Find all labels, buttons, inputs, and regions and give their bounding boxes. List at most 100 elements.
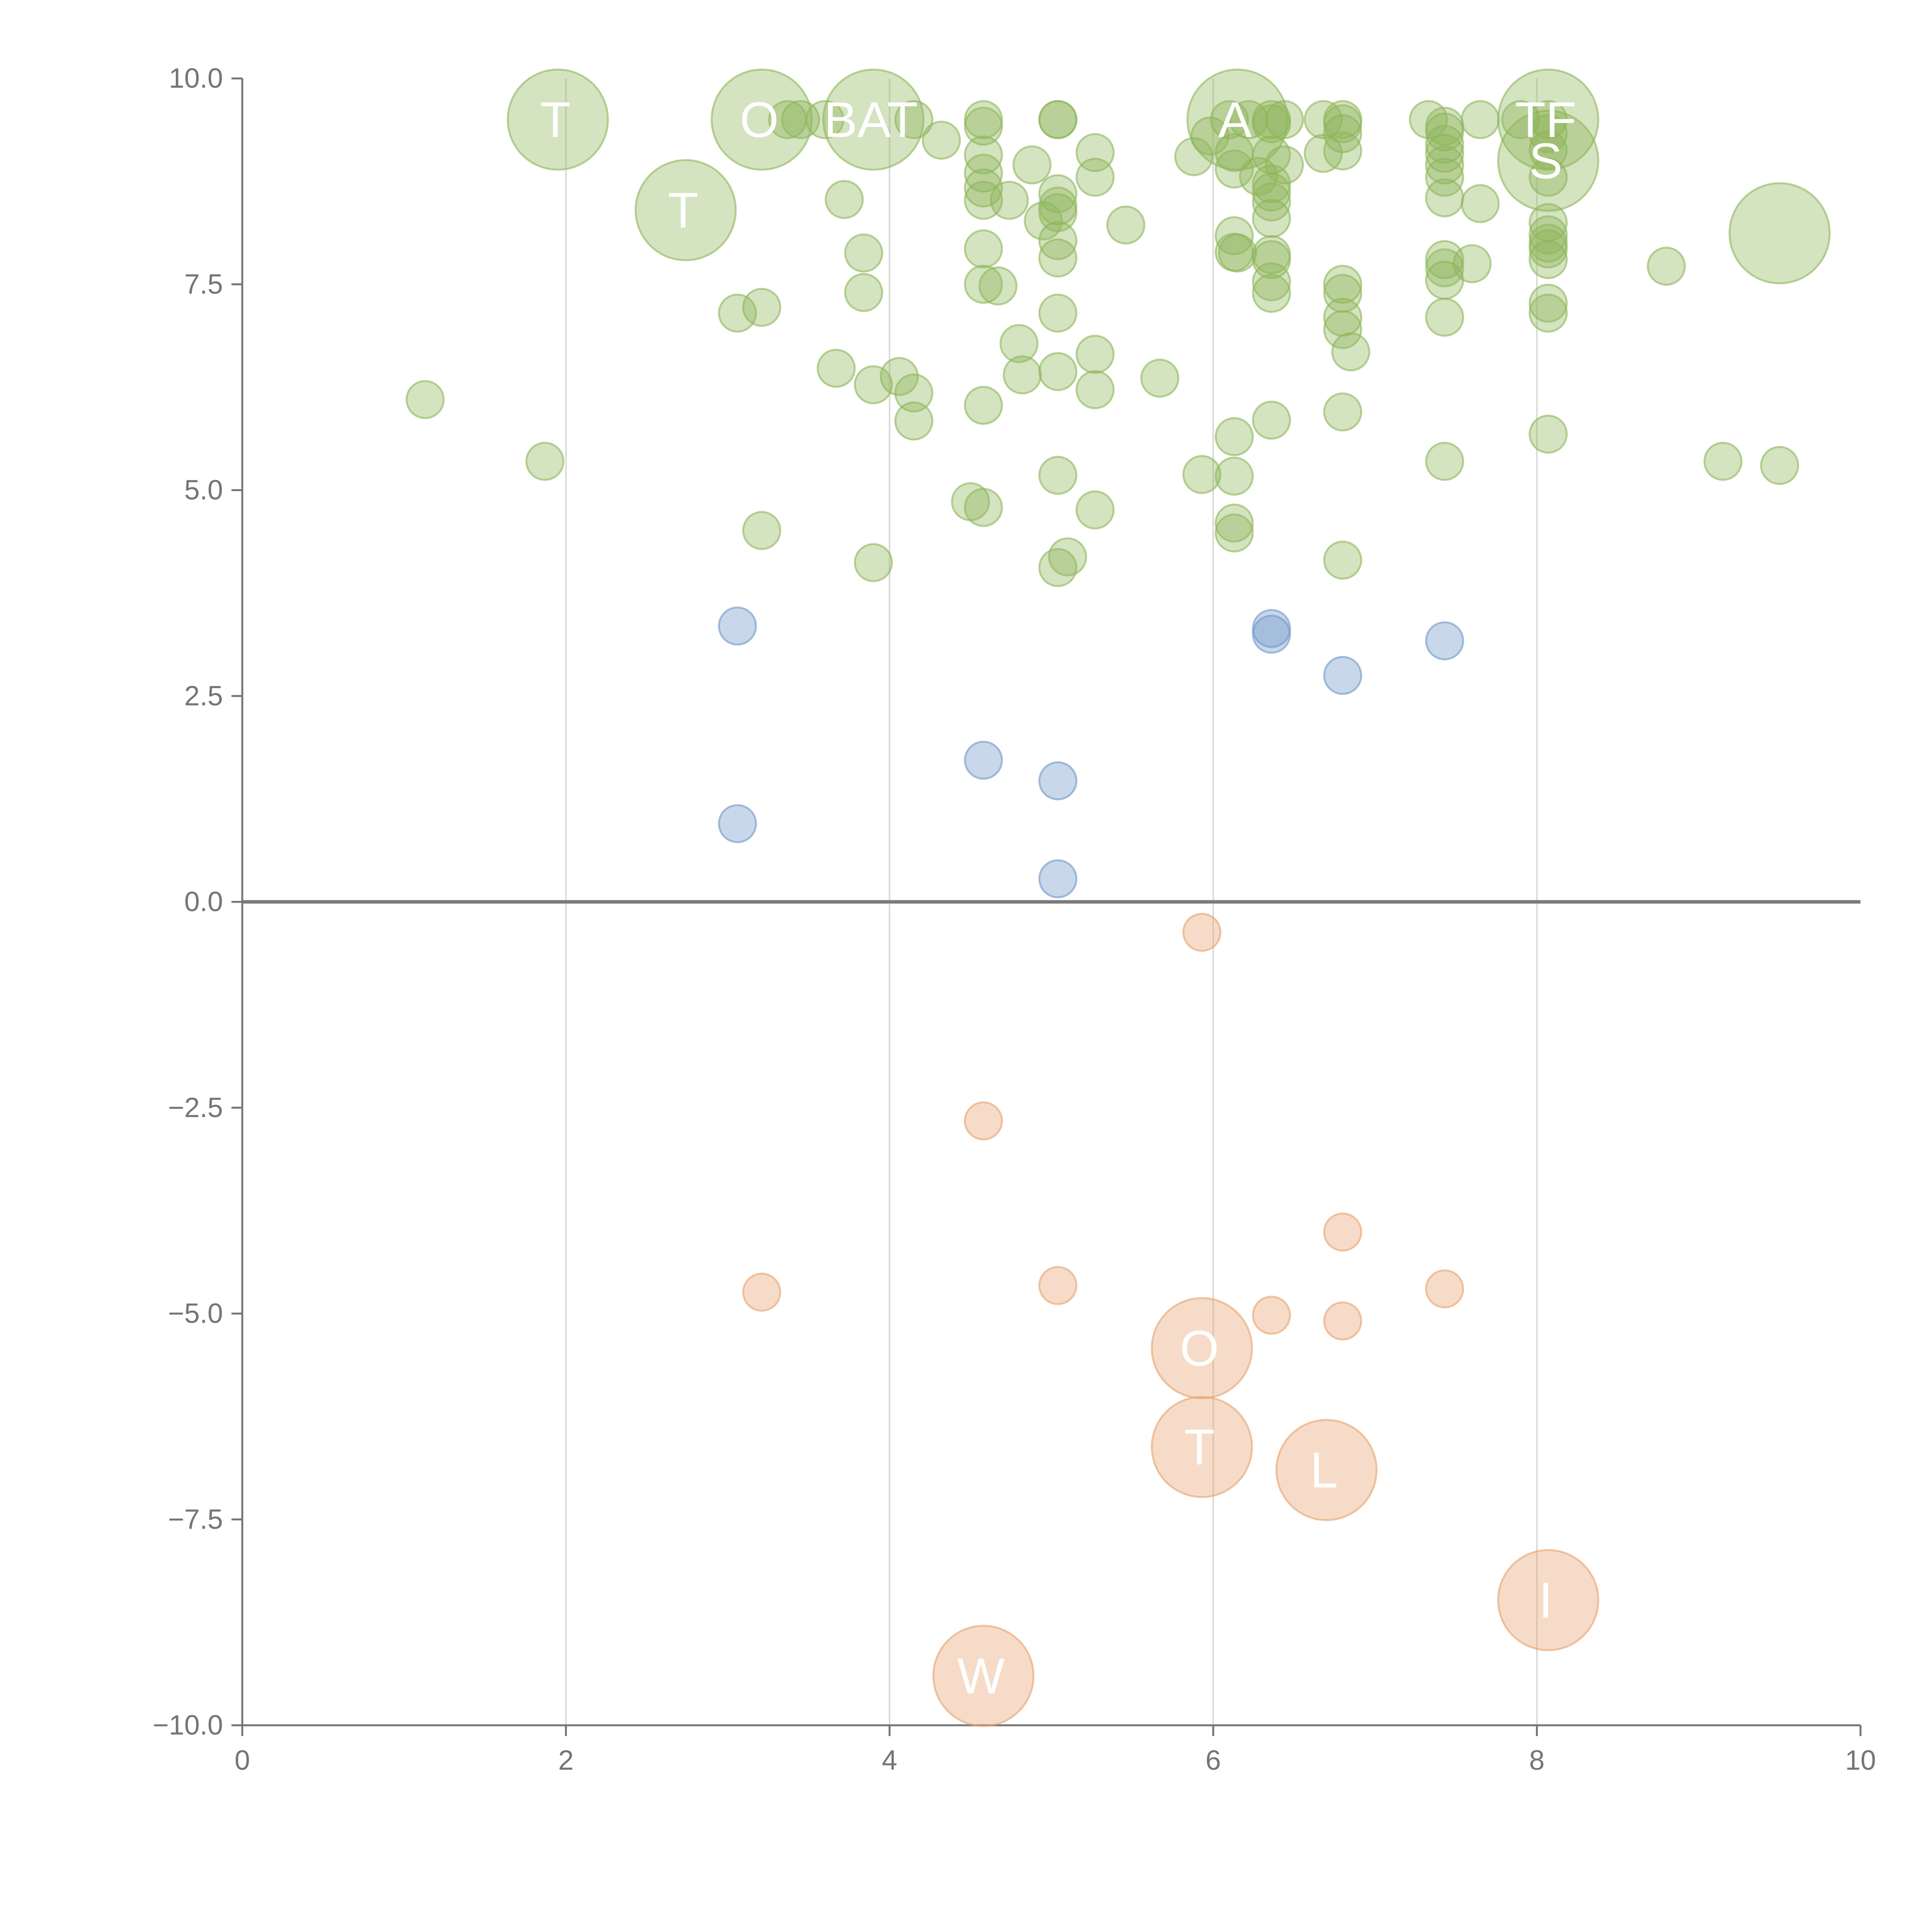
- positive-high-bubble-99: [1425, 112, 1464, 152]
- negative-bubble-10: [1275, 1419, 1378, 1521]
- positive-high-bubble-51: [1075, 370, 1115, 410]
- positive-high-bubble-4: [742, 511, 781, 550]
- positive-high-bubble-30: [978, 266, 1018, 306]
- positive-high-bubble-112: [1461, 184, 1500, 223]
- positive-high-bubble-7: [805, 100, 845, 139]
- positive-high-bubble-57: [1190, 116, 1230, 156]
- positive-high-bubble-53: [1106, 205, 1146, 245]
- positive-high-bubble-78: [1252, 240, 1291, 279]
- positive-high-bubble-125: [1529, 415, 1568, 454]
- positive-high-bubble-109: [1425, 442, 1464, 481]
- negative-bubble-label-9: T: [1184, 1419, 1214, 1475]
- positive-high-bubble-26: [964, 229, 1003, 269]
- positive-high-bubble-132: [822, 68, 925, 171]
- positive-high-bubble-49: [1075, 158, 1115, 197]
- positive-high-bubble-63: [1214, 417, 1254, 456]
- positive-high-bubble-34: [1012, 145, 1052, 185]
- positive-high-bubble-126: [1646, 247, 1686, 286]
- positive-high-bubble-13: [854, 543, 893, 582]
- y-tick-label-4: 0.0: [184, 886, 223, 917]
- positive-high-bubble-40: [1038, 193, 1078, 232]
- negative-bubble-12: [932, 1625, 1035, 1727]
- positive-high-bubble-14: [879, 357, 919, 396]
- positive-high-bubble-42: [1038, 238, 1078, 278]
- positive-high-bubble-27: [964, 265, 1003, 304]
- positive-high-bubble-65: [1214, 503, 1254, 543]
- positive-high-bubble-52: [1075, 490, 1115, 530]
- axes: 10.0 7.5 5.0 2.5 0.0 −2.5 −5.0 −7.5 −10.0 0 2 4 6 8 10: [153, 63, 1876, 1776]
- positive-high-bubble-33: [1003, 355, 1042, 395]
- positive-high-bubble-111: [1461, 100, 1500, 139]
- x-tick-label-1: 2: [558, 1745, 574, 1776]
- positive-high-bubble-28: [964, 386, 1003, 425]
- y-tick-label-0: 10.0: [169, 63, 223, 94]
- positive-high-bubble-114: [1529, 100, 1568, 139]
- x-tick-label-3: 6: [1206, 1745, 1221, 1776]
- positive-high-bubble-2: [718, 293, 757, 333]
- negative-bubble-1: [964, 1101, 1003, 1141]
- negative-bubble-label-12: W: [957, 1648, 1005, 1704]
- positive-high-bubble-104: [1425, 178, 1464, 218]
- positive-high-bubble-label-133: A: [1218, 92, 1252, 148]
- positive-high-bubble-56: [1182, 455, 1221, 494]
- positive-high-bubble-44: [1038, 352, 1078, 391]
- positive-high-bubble-41: [1038, 221, 1078, 260]
- positive-high-bubble-130: [634, 159, 737, 262]
- x-tick-label-0: 0: [235, 1745, 250, 1776]
- positive-high-bubble-100: [1425, 124, 1464, 164]
- positive-high-bubble-label-135: S: [1529, 133, 1563, 189]
- positive-high-bubble-75: [1252, 182, 1291, 222]
- negative-bubble-label-10: L: [1310, 1442, 1338, 1498]
- positive-high-bubble-101: [1425, 134, 1464, 173]
- y-tick-label-2: 5.0: [184, 475, 223, 506]
- negative-bubble-2: [742, 1272, 781, 1312]
- positive-high-bubble-55: [1174, 137, 1214, 176]
- positive-high-bubble-17: [894, 401, 934, 440]
- positive-high-bubble-1: [525, 442, 565, 481]
- positive-high-bubble-21: [964, 107, 1003, 146]
- positive-high-bubble-47: [1048, 537, 1087, 577]
- negative-bubble-6: [1323, 1301, 1362, 1341]
- negative-bubble-3: [1038, 1266, 1078, 1305]
- positive-high-bubble-87: [1323, 104, 1362, 143]
- negative-bubble-8: [1151, 1297, 1253, 1400]
- positive-high-bubble-134: [1497, 68, 1599, 171]
- positive-high-bubble-127: [1703, 442, 1743, 481]
- positive-high-bubble-43: [1038, 293, 1078, 333]
- positive-high-bubble-67: [1218, 233, 1257, 273]
- negative-bubble-4: [1252, 1296, 1291, 1335]
- negative-bubble-11: [1497, 1549, 1599, 1651]
- positive-high-bubble-label-129: T: [540, 92, 570, 148]
- positive-low-bubble-2: [964, 740, 1003, 780]
- positive-high-bubble-124: [1529, 293, 1568, 333]
- positive-high-bubble-102: [1425, 145, 1464, 185]
- positive-high-bubble-116: [1529, 130, 1568, 170]
- positive-high-bubble-10: [844, 233, 883, 273]
- positive-low-bubble-3: [1038, 761, 1078, 801]
- bubble-series: [405, 68, 1831, 1727]
- positive-high-bubble-15: [894, 373, 934, 413]
- positive-high-bubble-95: [1323, 541, 1362, 580]
- positive-low-bubble-1: [718, 804, 757, 844]
- positive-high-bubble-label-130: T: [668, 182, 698, 238]
- negative-bubble-0: [1182, 913, 1221, 952]
- positive-low-bubble-6: [1252, 614, 1291, 654]
- positive-high-bubble-23: [964, 153, 1003, 193]
- positive-high-bubble-96: [1331, 332, 1371, 371]
- positive-high-bubble-88: [1323, 114, 1362, 153]
- positive-high-bubble-9: [825, 180, 864, 219]
- positive-high-bubble-8: [816, 349, 856, 388]
- positive-high-bubble-label-132: BAT: [824, 92, 918, 148]
- positive-high-bubble-81: [1252, 400, 1291, 440]
- positive-high-bubble-79: [1252, 262, 1291, 301]
- positive-high-bubble-97: [1409, 100, 1448, 139]
- positive-high-bubble-12: [854, 365, 893, 405]
- positive-high-bubble-45: [1038, 456, 1078, 495]
- positive-high-bubble-128: [1760, 446, 1799, 485]
- positive-high-bubble-93: [1323, 310, 1362, 349]
- positive-high-bubble-122: [1529, 240, 1568, 279]
- positive-high-bubble-108: [1425, 298, 1464, 337]
- positive-high-bubble-31: [990, 180, 1029, 220]
- positive-high-bubble-83: [1265, 145, 1304, 185]
- y-tick-label-8: −10.0: [153, 1710, 223, 1741]
